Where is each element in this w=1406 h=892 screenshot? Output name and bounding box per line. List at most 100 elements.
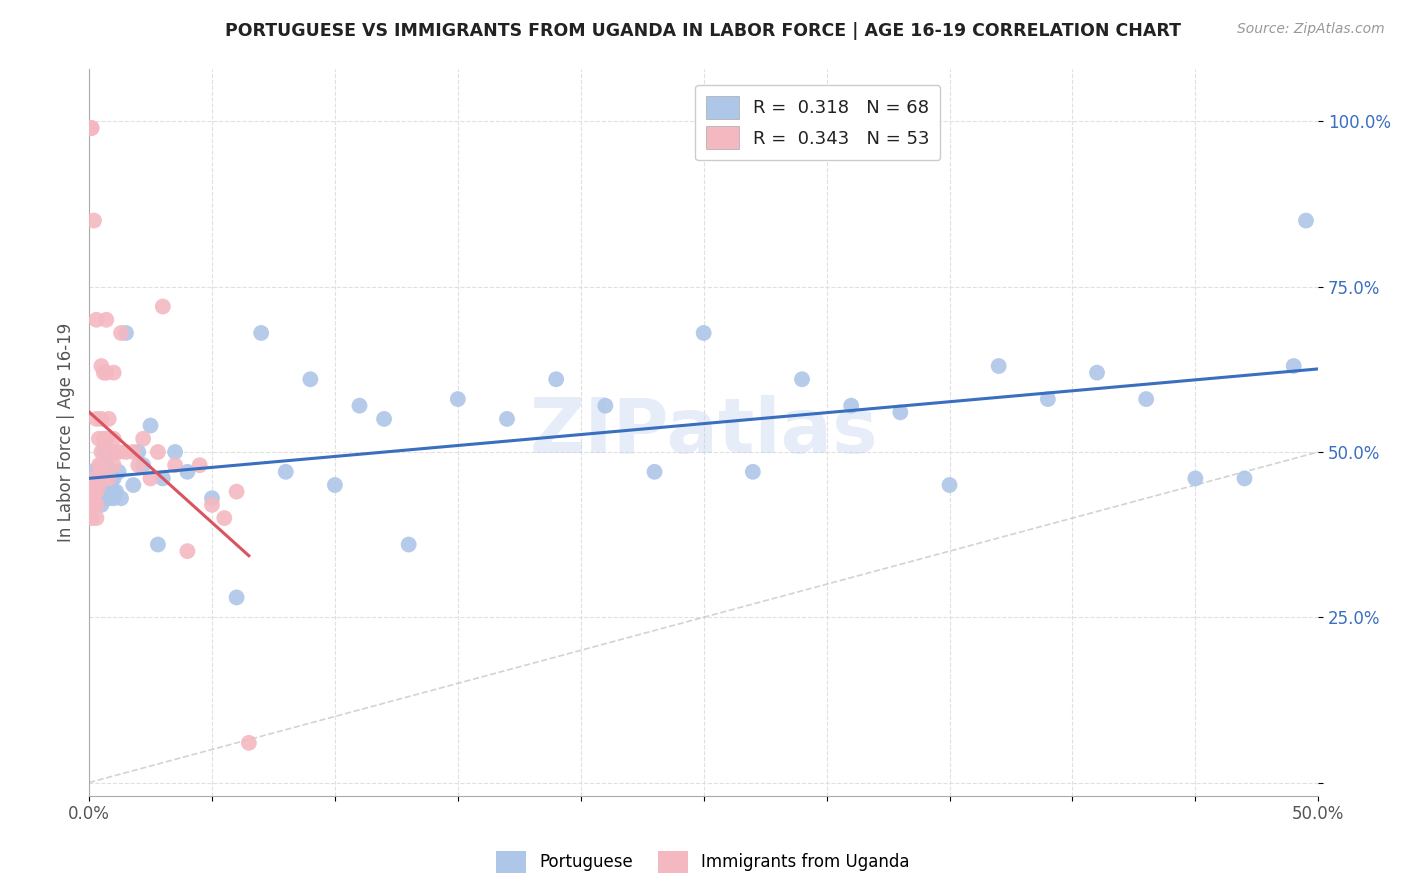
Point xyxy=(93,445,115,459)
Point xyxy=(97,478,120,492)
Point xyxy=(103,491,125,506)
Point xyxy=(146,537,169,551)
Point xyxy=(86,491,108,506)
Point xyxy=(373,412,395,426)
Point xyxy=(103,484,125,499)
Point xyxy=(115,445,138,459)
Point xyxy=(165,445,187,459)
Point xyxy=(152,300,174,314)
Point xyxy=(97,471,120,485)
Point xyxy=(90,359,112,373)
Point xyxy=(90,458,112,473)
Point xyxy=(127,458,149,473)
Point xyxy=(127,445,149,459)
Point xyxy=(96,432,118,446)
Point xyxy=(299,372,322,386)
Point xyxy=(105,484,128,499)
Point xyxy=(139,471,162,485)
Point xyxy=(80,484,103,499)
Point xyxy=(225,484,247,499)
Point xyxy=(83,213,105,227)
Point xyxy=(90,458,112,473)
Point xyxy=(86,484,108,499)
Point xyxy=(546,372,568,386)
Point xyxy=(87,458,110,473)
Point xyxy=(1233,471,1256,485)
Point xyxy=(692,326,714,340)
Point xyxy=(225,591,247,605)
Point xyxy=(86,412,108,426)
Point xyxy=(103,458,125,473)
Point xyxy=(496,412,519,426)
Point xyxy=(80,465,103,479)
Point xyxy=(96,366,118,380)
Point xyxy=(132,432,155,446)
Point xyxy=(93,366,115,380)
Point xyxy=(83,484,105,499)
Point xyxy=(107,465,129,479)
Point xyxy=(86,484,108,499)
Point xyxy=(97,491,120,506)
Point xyxy=(103,445,125,459)
Point xyxy=(176,465,198,479)
Point xyxy=(87,484,110,499)
Point xyxy=(110,491,132,506)
Point xyxy=(90,445,112,459)
Point xyxy=(201,491,224,506)
Point xyxy=(165,458,187,473)
Point xyxy=(176,544,198,558)
Point xyxy=(100,445,122,459)
Point xyxy=(83,498,105,512)
Point xyxy=(90,484,112,499)
Point xyxy=(987,359,1010,373)
Point xyxy=(103,366,125,380)
Point xyxy=(250,326,273,340)
Point xyxy=(132,458,155,473)
Point xyxy=(110,326,132,340)
Legend: R =  0.318   N = 68, R =  0.343   N = 53: R = 0.318 N = 68, R = 0.343 N = 53 xyxy=(696,85,941,160)
Point xyxy=(107,445,129,459)
Point xyxy=(93,432,115,446)
Point xyxy=(87,465,110,479)
Point xyxy=(122,478,145,492)
Text: PORTUGUESE VS IMMIGRANTS FROM UGANDA IN LABOR FORCE | AGE 16-19 CORRELATION CHAR: PORTUGUESE VS IMMIGRANTS FROM UGANDA IN … xyxy=(225,22,1181,40)
Point xyxy=(152,471,174,485)
Point xyxy=(86,498,108,512)
Point xyxy=(80,511,103,525)
Point xyxy=(80,121,103,136)
Point xyxy=(139,418,162,433)
Point xyxy=(90,412,112,426)
Point xyxy=(83,471,105,485)
Point xyxy=(1085,366,1108,380)
Point xyxy=(214,511,236,525)
Point xyxy=(103,432,125,446)
Point xyxy=(146,445,169,459)
Point xyxy=(83,471,105,485)
Point xyxy=(93,471,115,485)
Point xyxy=(80,498,103,512)
Point xyxy=(87,478,110,492)
Point xyxy=(86,312,108,326)
Point xyxy=(103,471,125,485)
Point xyxy=(96,484,118,499)
Point xyxy=(1295,213,1317,227)
Legend: Portuguese, Immigrants from Uganda: Portuguese, Immigrants from Uganda xyxy=(489,845,917,880)
Point xyxy=(80,498,103,512)
Point xyxy=(201,498,224,512)
Point xyxy=(100,484,122,499)
Point xyxy=(1135,392,1157,406)
Point xyxy=(349,399,371,413)
Point xyxy=(86,471,108,485)
Point xyxy=(90,498,112,512)
Point xyxy=(87,478,110,492)
Point xyxy=(93,491,115,506)
Point xyxy=(1036,392,1059,406)
Point xyxy=(323,478,346,492)
Point xyxy=(115,326,138,340)
Point xyxy=(790,372,813,386)
Point xyxy=(100,471,122,485)
Point xyxy=(274,465,297,479)
Point xyxy=(398,537,420,551)
Point xyxy=(122,445,145,459)
Point xyxy=(938,478,960,492)
